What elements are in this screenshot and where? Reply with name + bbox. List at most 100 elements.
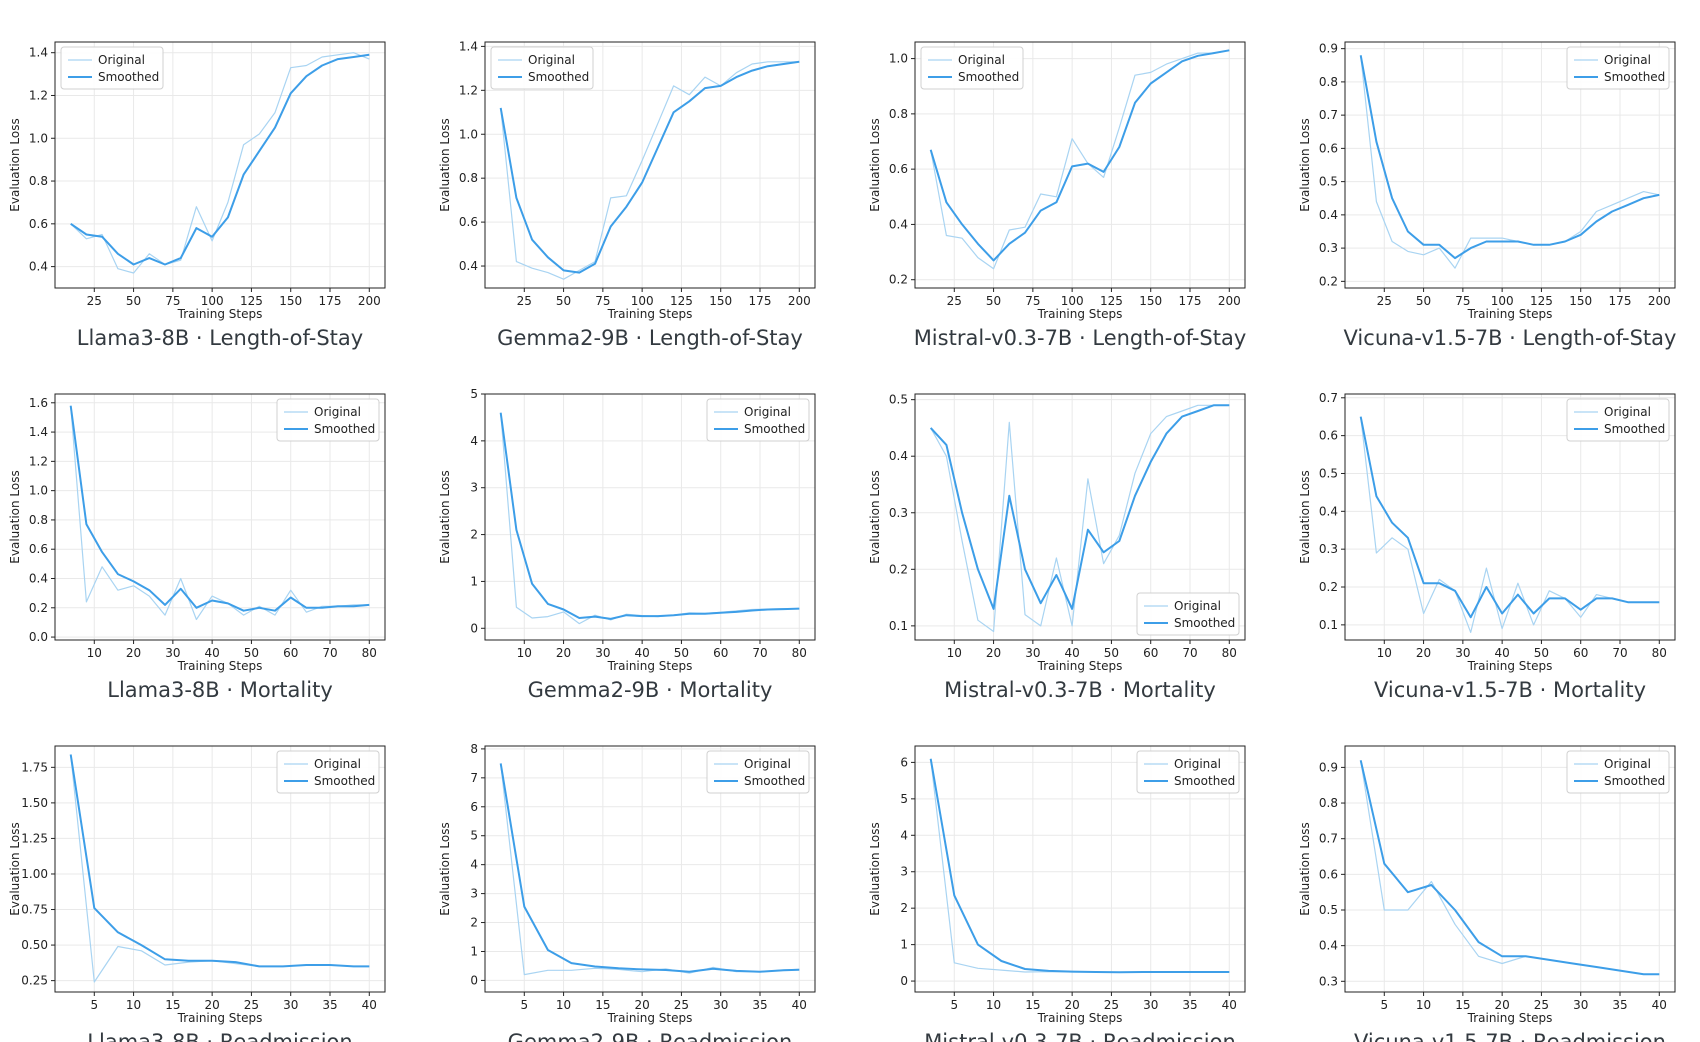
plot-frame (484, 393, 816, 641)
y-tick-label: 3 (470, 481, 478, 495)
y-tick-label: 0.3 (1319, 241, 1338, 255)
y-tick-label: 1.4 (29, 46, 48, 60)
x-tick-label: 40 (362, 998, 377, 1012)
chart-title: Vicuna-v1.5-7B · Readmission (1354, 1030, 1666, 1042)
legend-label-original: Original (1604, 757, 1651, 771)
x-tick-label: 20 (1065, 998, 1080, 1012)
x-tick-label: 60 (1143, 646, 1158, 660)
legend-label-original: Original (528, 53, 575, 67)
x-tick-label: 15 (1025, 998, 1040, 1012)
y-axis-label: Evaluation Loss (1298, 118, 1312, 211)
legend: Original Smoothed (276, 750, 380, 794)
series-line-smoothed (499, 412, 800, 620)
x-tick-label: 175 (1609, 294, 1632, 308)
chart-panel-7: 10 20 30 40 50 60 70 80 0.1 0.2 0.3 0.4 0.5 Training … (868, 393, 1246, 702)
y-tick-label: 1.0 (29, 131, 48, 145)
x-tick-label: 10 (517, 646, 532, 660)
x-axis-label: Training Steps (1467, 307, 1553, 321)
x-tick-label: 15 (165, 998, 180, 1012)
series-line-smoothed (70, 53, 370, 266)
x-tick-label: 60 (713, 646, 728, 660)
y-tick-label: 0.3 (1319, 974, 1338, 988)
y-tick-label: 6 (900, 755, 908, 769)
x-tick-label: 125 (1100, 294, 1123, 308)
x-tick-label: 35 (1612, 998, 1627, 1012)
series-line-smoothed (1359, 55, 1660, 260)
x-tick-label: 70 (1612, 646, 1627, 660)
x-tick-label: 75 (165, 294, 180, 308)
y-tick-label: 0.2 (889, 273, 908, 287)
x-tick-label: 30 (713, 998, 728, 1012)
chart-title: Vicuna-v1.5-7B · Mortality (1374, 678, 1646, 702)
legend-box (1136, 592, 1240, 636)
legend: Original Smoothed (706, 750, 810, 794)
x-tick-label: 40 (1222, 998, 1237, 1012)
y-axis-label: Evaluation Loss (868, 118, 882, 211)
y-axis-label: Evaluation Loss (8, 822, 22, 915)
x-tick-label: 125 (670, 294, 693, 308)
y-tick-label: 0.8 (459, 171, 478, 185)
legend-label-original: Original (1604, 53, 1651, 67)
series-line-smoothed (929, 758, 1230, 974)
y-tick-label: 0.7 (1319, 391, 1338, 405)
y-axis-label: Evaluation Loss (868, 470, 882, 563)
y-tick-label: 0.4 (889, 449, 908, 463)
legend-label-smoothed: Smoothed (314, 774, 375, 788)
x-tick-label: 30 (1143, 998, 1158, 1012)
x-tick-label: 5 (1380, 998, 1388, 1012)
x-tick-label: 30 (283, 998, 298, 1012)
series-line-smoothed (499, 763, 800, 973)
x-axis-label: Training Steps (1037, 659, 1123, 673)
x-tick-label: 40 (635, 646, 650, 660)
y-tick-label: 8 (470, 742, 478, 756)
x-tick-label: 175 (1179, 294, 1202, 308)
y-tick-label: 0.1 (889, 619, 908, 633)
x-tick-label: 80 (1652, 646, 1667, 660)
y-tick-label: 1.0 (889, 52, 908, 66)
y-axis-label: Evaluation Loss (438, 118, 452, 211)
legend-box (706, 398, 810, 442)
y-tick-label: 4 (470, 434, 478, 448)
y-tick-label: 1.50 (21, 796, 48, 810)
legend-label-smoothed: Smoothed (98, 70, 159, 84)
x-tick-label: 80 (1222, 646, 1237, 660)
y-tick-label: 1.6 (29, 396, 48, 410)
x-tick-label: 100 (1061, 294, 1084, 308)
y-tick-label: 1.0 (29, 484, 48, 498)
y-tick-label: 5 (470, 387, 478, 401)
chart-title: Mistral-v0.3-7B · Mortality (944, 678, 1216, 702)
y-tick-label: 0.5 (1319, 903, 1338, 917)
chart-panel-9: 5 10 15 20 25 30 35 40 0.25 0.50 0.75 1.00 1.25 1.50 1… (8, 745, 386, 1042)
x-tick-label: 5 (520, 998, 528, 1012)
x-tick-label: 50 (126, 294, 141, 308)
y-tick-label: 0.6 (889, 162, 908, 176)
series-line-original (70, 52, 370, 274)
y-tick-label: 0.8 (1319, 75, 1338, 89)
legend-label-smoothed: Smoothed (1174, 616, 1235, 630)
y-tick-label: 0 (470, 621, 478, 635)
legend-box (490, 46, 594, 90)
legend: Original Smoothed (1136, 592, 1240, 636)
y-tick-label: 0.6 (459, 215, 478, 229)
x-tick-label: 25 (1534, 998, 1549, 1012)
x-tick-label: 200 (1648, 294, 1671, 308)
x-tick-label: 125 (1530, 294, 1553, 308)
x-tick-label: 50 (1534, 646, 1549, 660)
legend-label-original: Original (744, 405, 791, 419)
legend-label-original: Original (98, 53, 145, 67)
x-tick-label: 10 (1416, 998, 1431, 1012)
x-tick-label: 70 (322, 646, 337, 660)
y-tick-label: 0.3 (889, 506, 908, 520)
legend-label-smoothed: Smoothed (1604, 422, 1665, 436)
x-tick-label: 30 (1455, 646, 1470, 660)
x-tick-label: 50 (986, 294, 1001, 308)
y-tick-label: 1.25 (21, 831, 48, 845)
series-line-original (930, 404, 1230, 633)
series-line-smoothed (499, 60, 800, 274)
x-tick-label: 50 (674, 646, 689, 660)
y-tick-label: 0.2 (1319, 274, 1338, 288)
y-tick-label: 7 (470, 771, 478, 785)
x-tick-label: 35 (1182, 998, 1197, 1012)
x-tick-label: 25 (517, 294, 532, 308)
y-tick-label: 1 (900, 938, 908, 952)
